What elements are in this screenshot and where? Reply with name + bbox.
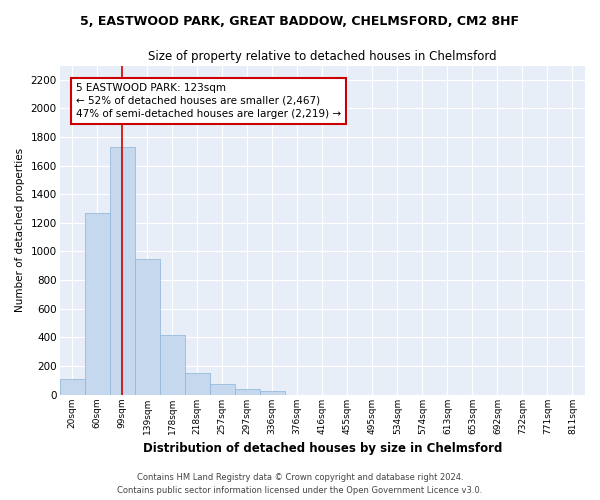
X-axis label: Distribution of detached houses by size in Chelmsford: Distribution of detached houses by size … [143,442,502,455]
Bar [134,258,160,394]
Title: Size of property relative to detached houses in Chelmsford: Size of property relative to detached ho… [148,50,497,63]
Bar [160,335,185,394]
Bar [235,388,260,394]
Bar [185,373,210,394]
Text: 5 EASTWOOD PARK: 123sqm
← 52% of detached houses are smaller (2,467)
47% of semi: 5 EASTWOOD PARK: 123sqm ← 52% of detache… [76,82,341,119]
Bar [59,379,85,394]
Y-axis label: Number of detached properties: Number of detached properties [15,148,25,312]
Bar [110,147,134,394]
Bar [260,392,285,394]
Bar [210,384,235,394]
Bar [85,213,110,394]
Text: Contains HM Land Registry data © Crown copyright and database right 2024.
Contai: Contains HM Land Registry data © Crown c… [118,474,482,495]
Text: 5, EASTWOOD PARK, GREAT BADDOW, CHELMSFORD, CM2 8HF: 5, EASTWOOD PARK, GREAT BADDOW, CHELMSFO… [80,15,520,28]
